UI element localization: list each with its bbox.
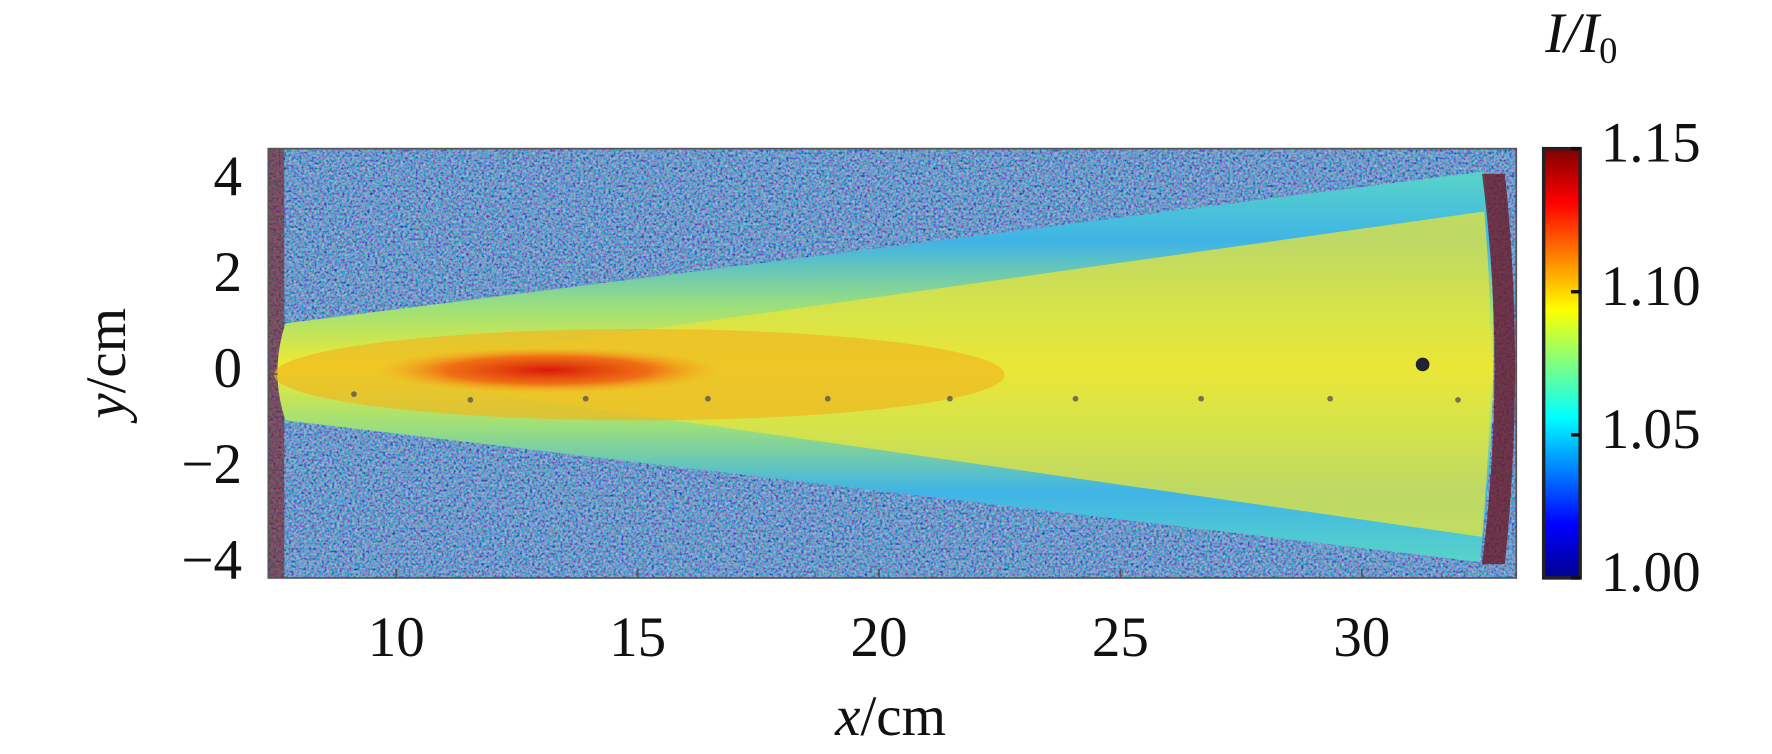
colorbar-label: I/I0: [1544, 2, 1617, 71]
y-tick-label: −4: [181, 529, 242, 592]
x-tick-label: 20: [850, 606, 907, 669]
y-axis-label: y/cm: [75, 308, 138, 424]
x-tick-label: 15: [609, 606, 666, 669]
y-tick-label: 4: [214, 145, 243, 208]
colorbar: [1541, 146, 1582, 580]
y-tick-label: −2: [181, 433, 242, 496]
field-core: [376, 347, 720, 393]
x-axis-label-unit: /cm: [860, 685, 946, 748]
colorbar-label-sub: 0: [1599, 30, 1617, 71]
x-axis-label-var: x: [834, 685, 860, 748]
y-tick-label: 0: [214, 337, 243, 400]
field-rim: [1481, 173, 1516, 565]
y-tick-label: 2: [214, 241, 243, 304]
colorbar-tick-label: 1.05: [1601, 398, 1701, 461]
field-dot: [1415, 357, 1430, 372]
x-tick-label: 10: [368, 606, 425, 669]
x-tick-label: 25: [1092, 606, 1149, 669]
y-axis-label-var: y: [75, 393, 138, 424]
field-dots: [351, 391, 1461, 403]
x-axis-label: x/cm: [834, 685, 946, 748]
colorbar-tick-label: 1.15: [1601, 112, 1701, 175]
colorbar-tick-label: 1.10: [1601, 255, 1701, 318]
colorbar-tick-label: 1.00: [1601, 541, 1701, 604]
colorbar-label-main: I/I: [1544, 2, 1602, 65]
heatmap-field: [268, 148, 1517, 578]
x-tick-label: 30: [1333, 606, 1390, 669]
plot-frame: [267, 147, 1518, 579]
y-axis-label-unit: /cm: [75, 308, 138, 394]
